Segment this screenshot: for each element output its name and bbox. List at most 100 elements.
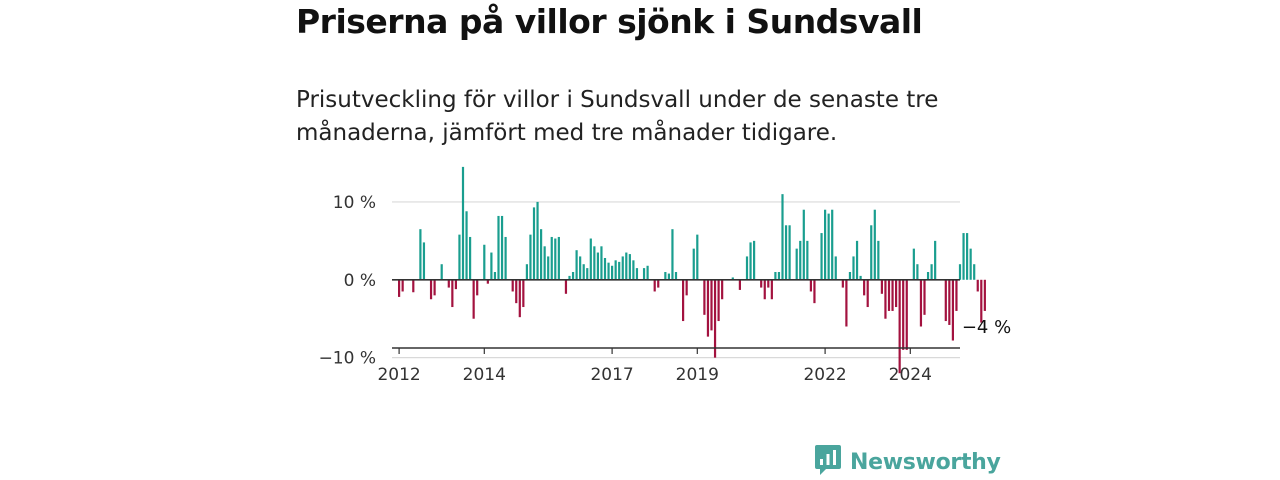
bar <box>685 279 688 296</box>
bar <box>809 279 812 292</box>
bar <box>841 279 844 288</box>
bar <box>557 236 560 280</box>
grid-lines <box>392 201 960 359</box>
bar <box>607 262 610 280</box>
bar <box>547 256 550 280</box>
bar <box>522 279 525 308</box>
chart-title: Priserna på villor sjönk i Sundsvall <box>296 2 923 41</box>
bar <box>671 229 674 280</box>
bar <box>905 279 908 350</box>
bar <box>458 234 461 280</box>
bar <box>973 264 976 280</box>
bar <box>611 265 614 280</box>
bar <box>958 264 962 280</box>
bar <box>866 279 869 308</box>
bar <box>529 234 532 280</box>
bar <box>767 279 770 288</box>
bar <box>596 252 599 280</box>
bar <box>802 209 805 280</box>
bar <box>799 240 802 280</box>
bar <box>955 279 958 311</box>
bar <box>628 254 631 280</box>
bar <box>962 233 965 280</box>
bar <box>618 261 621 280</box>
bar <box>912 248 915 280</box>
bar <box>721 279 724 300</box>
bar <box>433 279 436 296</box>
bar <box>518 279 521 318</box>
bar <box>536 201 539 280</box>
bar <box>969 248 972 280</box>
bar <box>451 279 454 308</box>
bar <box>614 260 617 280</box>
bar <box>440 264 443 280</box>
bar <box>497 215 500 280</box>
bar <box>845 279 848 327</box>
bar <box>774 272 777 280</box>
bar <box>898 279 901 374</box>
axes <box>392 278 960 354</box>
bar <box>813 279 816 304</box>
bar <box>511 279 514 292</box>
x-tick-label: 2012 <box>377 365 420 385</box>
bar <box>554 238 557 280</box>
bar <box>646 265 649 280</box>
bar <box>447 279 450 288</box>
y-tick-label: 0 % <box>344 271 376 291</box>
bar <box>582 264 585 280</box>
bar <box>731 277 734 280</box>
bar <box>777 272 781 280</box>
bar <box>490 252 493 280</box>
bar <box>472 279 475 319</box>
bar <box>763 279 766 300</box>
bar <box>703 279 706 315</box>
bar <box>884 279 887 319</box>
end-value-label: −4 % <box>962 317 1011 338</box>
bar <box>795 248 798 280</box>
bar <box>419 229 422 280</box>
bar <box>902 279 905 350</box>
bar <box>465 211 468 280</box>
bar <box>657 279 660 288</box>
bar <box>653 279 656 292</box>
bar <box>586 268 589 280</box>
bar <box>593 246 596 280</box>
bar <box>887 279 891 311</box>
bar <box>788 225 791 280</box>
bar <box>930 264 933 280</box>
bar <box>642 268 646 280</box>
bar <box>934 240 937 280</box>
bar <box>401 279 404 292</box>
bar <box>926 272 930 280</box>
bar <box>710 279 713 331</box>
bar <box>855 240 859 280</box>
chart-subtitle: Prisutveckling för villor i Sundsvall un… <box>296 87 939 146</box>
x-tick-label: 2022 <box>803 365 846 385</box>
bar <box>870 225 873 280</box>
bar <box>483 244 486 280</box>
bar <box>504 236 507 280</box>
bar <box>806 240 809 280</box>
bar <box>824 209 827 280</box>
bar <box>621 256 624 280</box>
bar <box>831 209 834 280</box>
bar <box>895 279 898 308</box>
y-tick-label: 10 % <box>333 193 376 213</box>
bar <box>635 268 639 280</box>
bar <box>923 279 926 315</box>
bar <box>753 240 756 280</box>
bar-chart: 10 % 0 % −10 %2012 2014 2017 2019 2022 2024 −4 % <box>319 166 1011 385</box>
bar <box>834 256 837 280</box>
bar <box>632 260 635 280</box>
bar <box>568 275 571 280</box>
bar <box>422 242 426 280</box>
bar <box>784 225 788 280</box>
bar <box>944 279 947 322</box>
x-tick-label: 2014 <box>463 365 506 385</box>
bar <box>891 279 894 311</box>
bar <box>827 213 830 280</box>
bar <box>820 233 823 280</box>
bar <box>571 272 575 280</box>
bar-series <box>398 166 986 374</box>
brand-logo[interactable]: Newsworthy <box>814 444 1001 480</box>
